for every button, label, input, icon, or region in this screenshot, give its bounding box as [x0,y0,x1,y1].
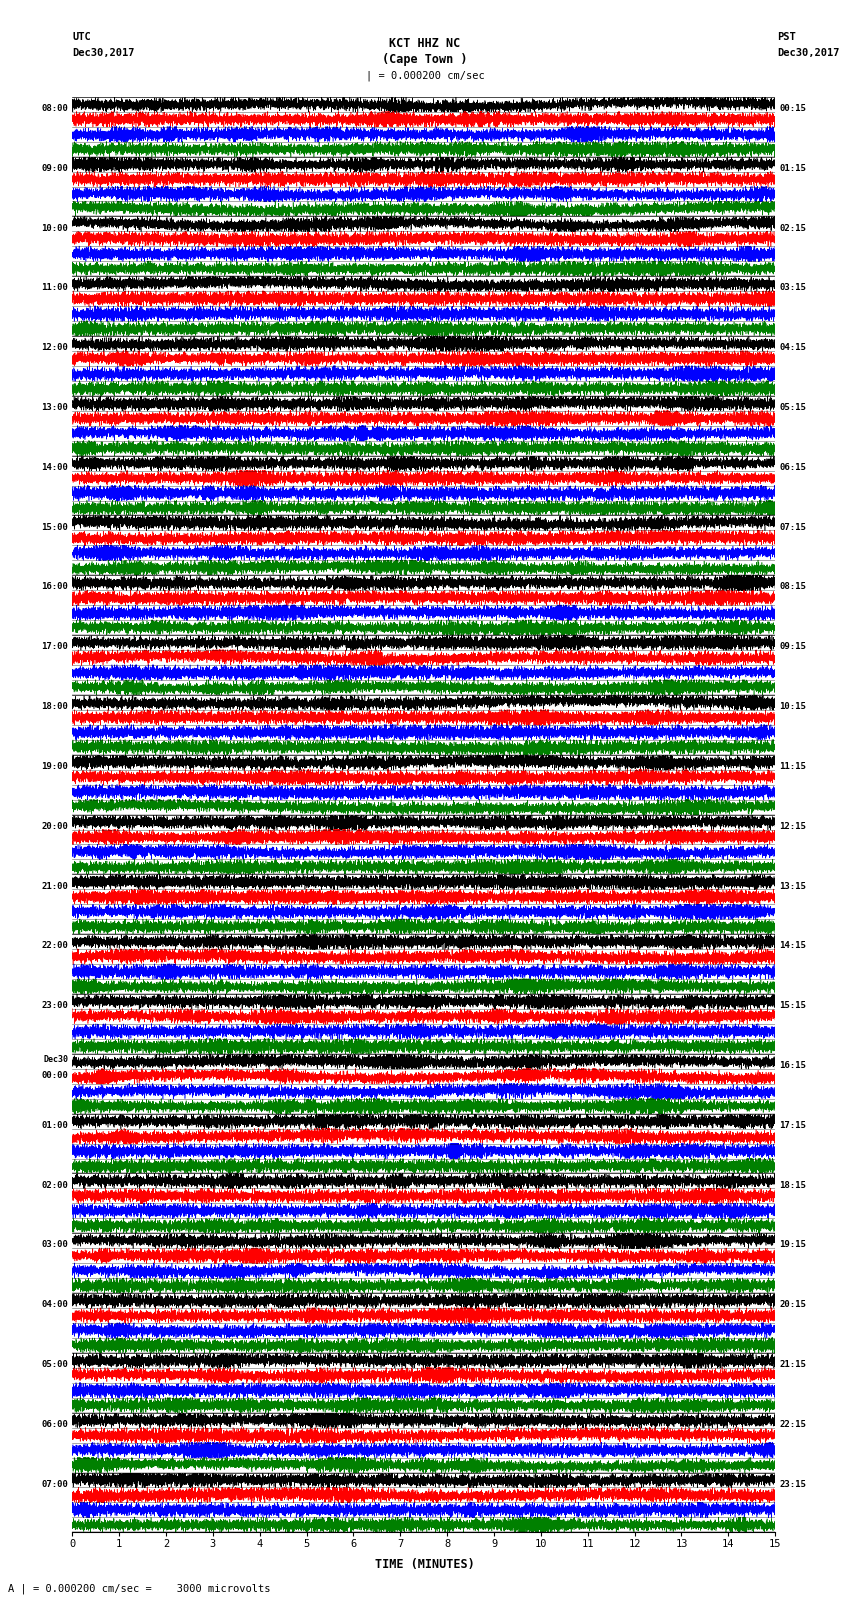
Text: 17:00: 17:00 [41,642,68,652]
Text: 14:15: 14:15 [779,942,807,950]
Text: Dec30,2017: Dec30,2017 [72,48,135,58]
Text: 22:15: 22:15 [779,1419,807,1429]
Text: KCT HHZ NC: KCT HHZ NC [389,37,461,50]
Text: 09:00: 09:00 [41,165,68,173]
Text: TIME (MINUTES): TIME (MINUTES) [375,1558,475,1571]
Text: 20:00: 20:00 [41,821,68,831]
Text: 02:15: 02:15 [779,224,807,232]
Text: 12:15: 12:15 [779,821,807,831]
Text: PST: PST [777,32,796,42]
Text: 16:15: 16:15 [779,1061,807,1069]
Text: 03:15: 03:15 [779,284,807,292]
Text: 05:15: 05:15 [779,403,807,411]
Text: 18:00: 18:00 [41,702,68,711]
Text: 07:00: 07:00 [41,1479,68,1489]
Text: 13:15: 13:15 [779,882,807,890]
Text: 01:00: 01:00 [41,1121,68,1129]
Text: 21:15: 21:15 [779,1360,807,1369]
Text: 20:15: 20:15 [779,1300,807,1310]
Text: 16:00: 16:00 [41,582,68,592]
Text: 19:00: 19:00 [41,761,68,771]
Text: 17:15: 17:15 [779,1121,807,1129]
Text: | = 0.000200 cm/sec: | = 0.000200 cm/sec [366,71,484,82]
Text: Dec30: Dec30 [43,1055,68,1065]
Text: 05:00: 05:00 [41,1360,68,1369]
Text: 00:00: 00:00 [41,1071,68,1079]
Text: 03:00: 03:00 [41,1240,68,1250]
Text: 18:15: 18:15 [779,1181,807,1190]
Text: 06:00: 06:00 [41,1419,68,1429]
Text: 22:00: 22:00 [41,942,68,950]
Text: 10:15: 10:15 [779,702,807,711]
Text: 07:15: 07:15 [779,523,807,532]
Text: 06:15: 06:15 [779,463,807,473]
Text: 01:15: 01:15 [779,165,807,173]
Text: 09:15: 09:15 [779,642,807,652]
Text: 10:00: 10:00 [41,224,68,232]
Text: 14:00: 14:00 [41,463,68,473]
Text: 02:00: 02:00 [41,1181,68,1190]
Text: Dec30,2017: Dec30,2017 [777,48,840,58]
Text: UTC: UTC [72,32,91,42]
Text: 04:00: 04:00 [41,1300,68,1310]
Text: A | = 0.000200 cm/sec =    3000 microvolts: A | = 0.000200 cm/sec = 3000 microvolts [8,1582,271,1594]
Text: (Cape Town ): (Cape Town ) [382,53,468,66]
Text: 11:00: 11:00 [41,284,68,292]
Text: 08:00: 08:00 [41,103,68,113]
Text: 21:00: 21:00 [41,882,68,890]
Text: 23:15: 23:15 [779,1479,807,1489]
Text: 15:00: 15:00 [41,523,68,532]
Text: 04:15: 04:15 [779,344,807,352]
Text: 13:00: 13:00 [41,403,68,411]
Text: 00:15: 00:15 [779,103,807,113]
Text: 23:00: 23:00 [41,1002,68,1010]
Text: 12:00: 12:00 [41,344,68,352]
Text: 19:15: 19:15 [779,1240,807,1250]
Text: 11:15: 11:15 [779,761,807,771]
Text: 08:15: 08:15 [779,582,807,592]
Text: 15:15: 15:15 [779,1002,807,1010]
